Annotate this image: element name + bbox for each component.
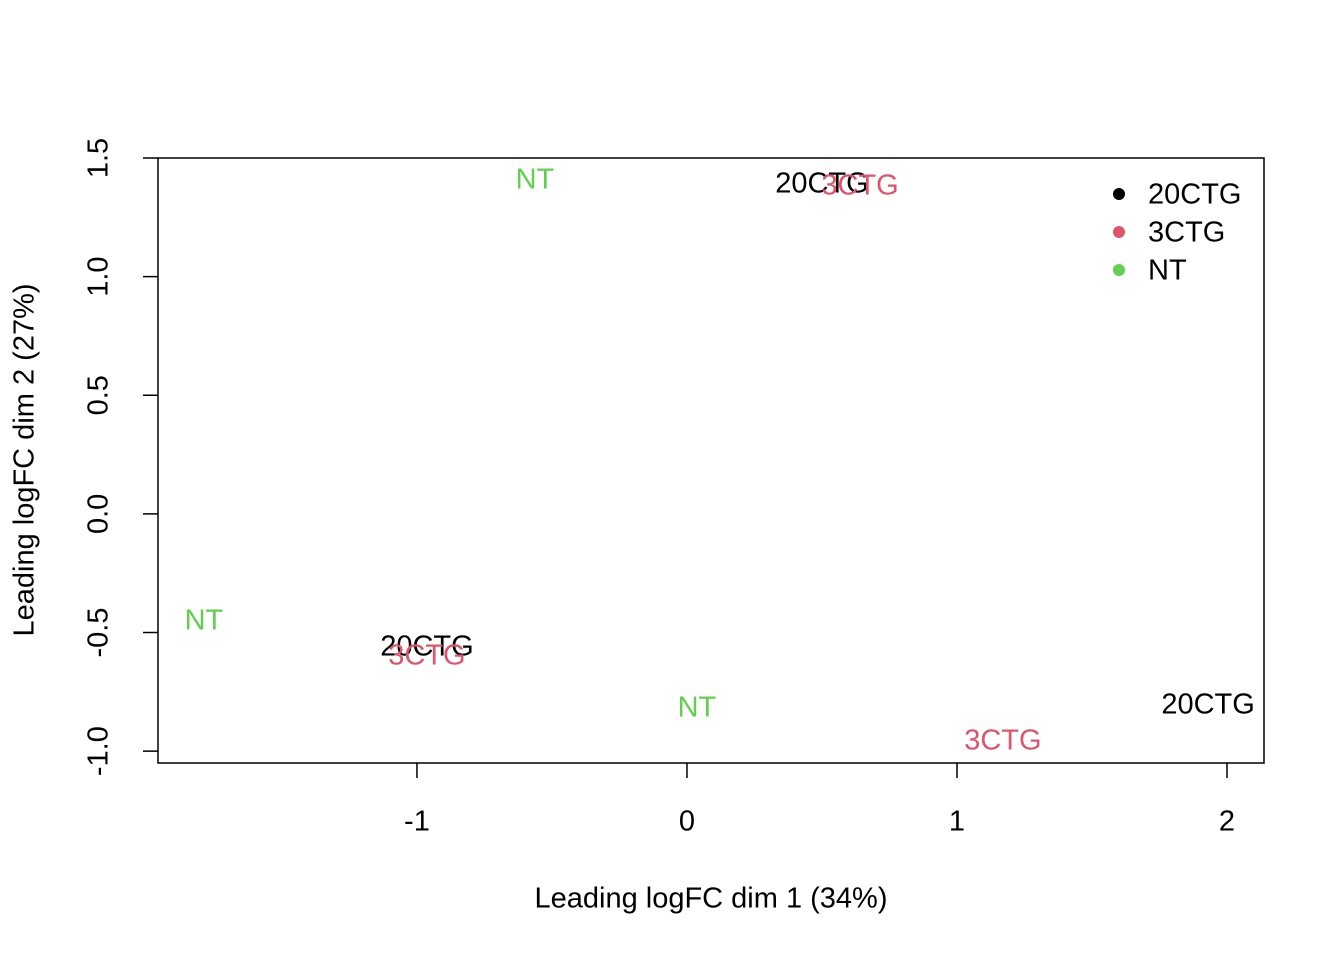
point-label: 20CTG <box>775 168 868 200</box>
legend-marker <box>1113 188 1125 200</box>
y-tick-label: 0.5 <box>83 375 115 415</box>
plot-frame <box>157 157 1265 764</box>
x-tick-label: -1 <box>404 806 430 838</box>
y-tick-label: 0.0 <box>83 494 115 534</box>
legend-marker <box>1113 264 1125 276</box>
x-axis-label: Leading logFC dim 1 (34%) <box>534 883 887 915</box>
y-tick-label: 1.5 <box>83 138 115 178</box>
point-label: NT <box>516 164 555 196</box>
y-tick-label: 1.0 <box>83 256 115 296</box>
legend-marker <box>1113 226 1125 238</box>
legend-label: 20CTG <box>1148 179 1241 211</box>
point-label: NT <box>185 604 224 636</box>
point-label: 3CTG <box>388 640 465 672</box>
y-tick-label: -0.5 <box>83 608 115 658</box>
point-label: 3CTG <box>964 725 1041 757</box>
point-label: 3CTG <box>821 170 898 202</box>
point-label: 20CTG <box>380 631 473 663</box>
point-label: NT <box>678 692 717 724</box>
x-tick-label: 0 <box>679 806 695 838</box>
y-axis-label: Leading logFC dim 2 (27%) <box>9 283 41 636</box>
legend-label: 3CTG <box>1148 217 1225 249</box>
x-tick-label: 1 <box>949 806 965 838</box>
x-tick-label: 2 <box>1219 806 1235 838</box>
y-tick-label: -1.0 <box>83 726 115 776</box>
point-label: 20CTG <box>1161 688 1254 720</box>
legend-label: NT <box>1148 255 1187 287</box>
